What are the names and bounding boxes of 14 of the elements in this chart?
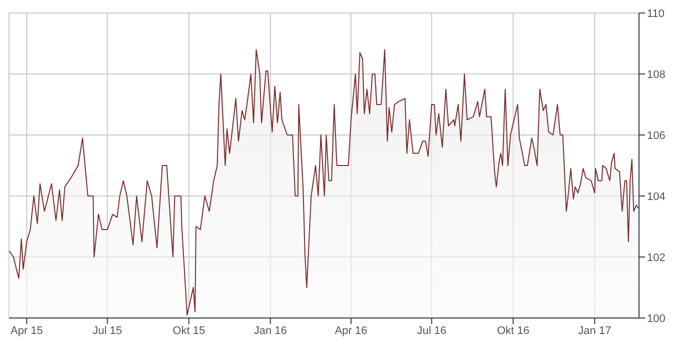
x-tick-label: Apr 15 [10, 324, 43, 337]
y-tick-label: 106 [647, 130, 666, 142]
x-tick-label: Jul 16 [416, 324, 446, 337]
x-tick-label: Apr 16 [334, 324, 368, 337]
x-tick-label: Okt 16 [496, 324, 530, 337]
x-tick-label: Jan 16 [254, 324, 287, 337]
y-tick-label: 104 [647, 190, 666, 203]
y-tick-label: 108 [647, 68, 666, 81]
y-tick-label: 102 [647, 252, 666, 264]
y-tick-label: 110 [647, 8, 665, 20]
x-tick-label: Okt 15 [172, 324, 206, 337]
x-tick-label: Jan 17 [578, 324, 612, 337]
y-tick-label: 100 [647, 312, 666, 325]
x-tick-label: Jul 15 [92, 324, 122, 337]
